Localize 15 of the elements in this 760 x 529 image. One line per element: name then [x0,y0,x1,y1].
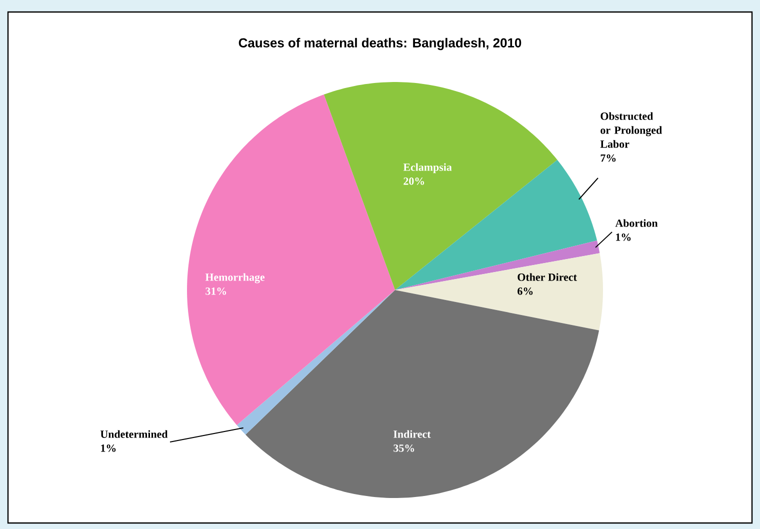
slice-label: Indirect [394,430,431,438]
data-label: 35% [394,444,414,452]
slice-label: Undetermined [100,430,168,438]
data-label: 31% [206,287,226,295]
slice-label: Hemorrhage [205,273,265,284]
slice-label: Obstructed or Prolonged Labor [600,112,662,148]
slice-label: Eclampsia [403,163,452,174]
data-label: 20% [404,177,424,185]
data-label: 1% [101,444,116,452]
chart-title: Causes of maternal deaths: Bangladesh, 2010 [238,38,522,50]
data-label: 6% [518,287,533,295]
slice-label: Other Direct [518,273,577,281]
data-label: 1% [616,233,631,241]
slice-label: Abortion [615,219,658,227]
data-label: 7% [600,154,616,162]
